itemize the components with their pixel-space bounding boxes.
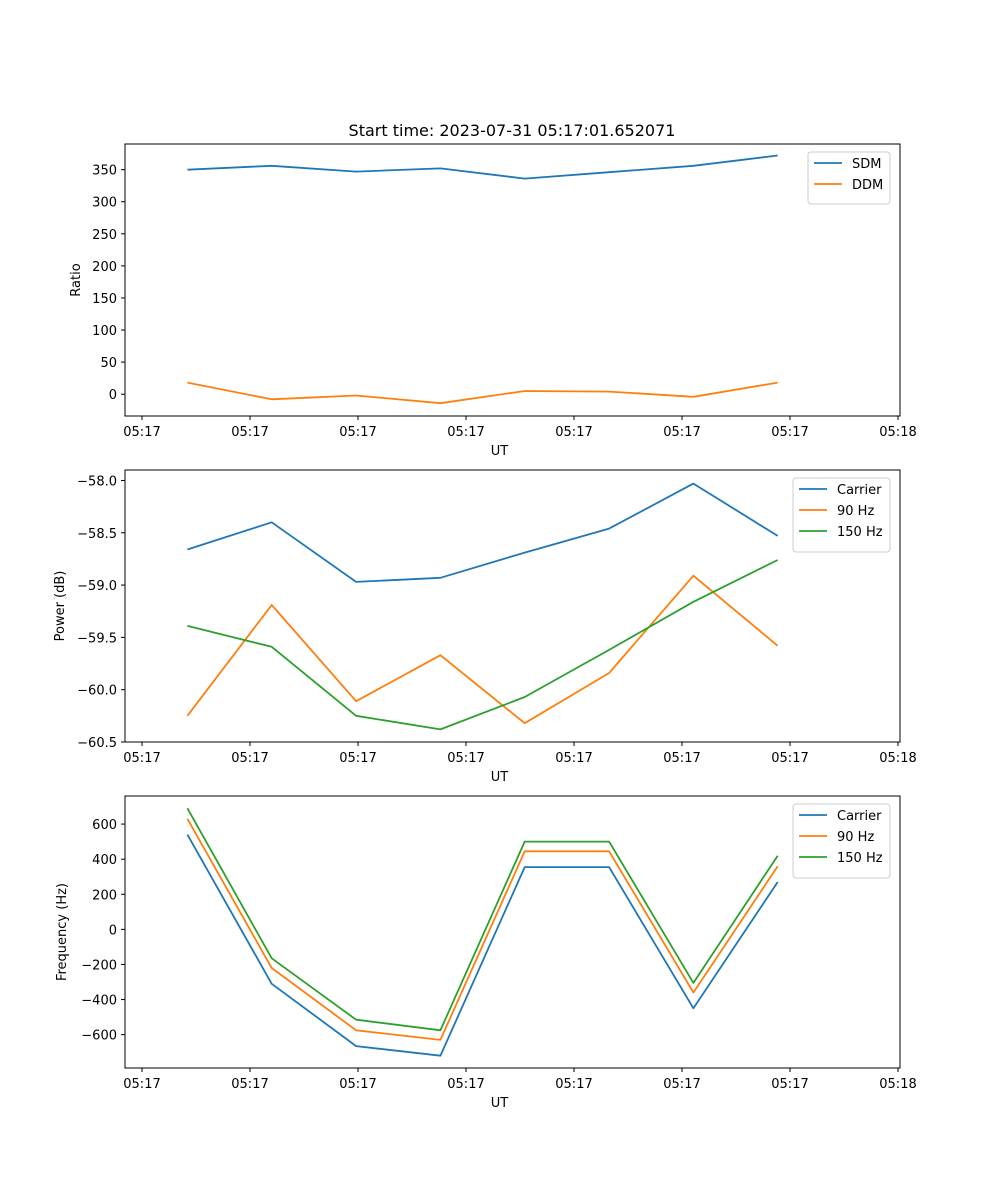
y-axis-label: Power (dB): [53, 571, 68, 642]
x-tick-label: 05:17: [447, 425, 484, 440]
plot-frame: [124, 143, 901, 417]
x-tick-label: 05:17: [771, 425, 808, 440]
x-tick-label: 05:17: [663, 1077, 700, 1092]
legend-entry: 150 Hz: [837, 525, 883, 540]
y-axis-label: Frequency (Hz): [55, 883, 70, 981]
legend-entry: DDM: [852, 178, 883, 193]
x-tick-label: 05:18: [879, 751, 916, 766]
y-tick-label: −59.0: [77, 579, 117, 594]
x-tick-label: 05:17: [123, 751, 160, 766]
legend: Carrier 90 Hz 150 Hz: [792, 803, 891, 879]
legend: Carrier 90 Hz 150 Hz: [792, 477, 891, 553]
x-tick-label: 05:17: [447, 751, 484, 766]
x-tick-label: 05:17: [339, 1077, 376, 1092]
x-tick-label: 05:18: [879, 425, 916, 440]
y-tick-label: 350: [92, 164, 117, 179]
x-tick-label: 05:17: [663, 751, 700, 766]
y-axis-label: Ratio: [69, 263, 84, 296]
y-tick-label: 0: [109, 388, 117, 403]
y-tick-label: 400: [92, 853, 117, 868]
plot-frame: [124, 469, 901, 743]
y-tick-label: −60.0: [77, 684, 117, 699]
x-tick-label: 05:17: [771, 1077, 808, 1092]
x-tick-label: 05:17: [123, 425, 160, 440]
y-tick-label: −58.5: [77, 527, 117, 542]
x-tick-label: 05:17: [339, 425, 376, 440]
y-tick-label: −59.5: [77, 631, 117, 646]
x-tick-label: 05:17: [555, 425, 592, 440]
series-line-90-hz: [186, 574, 779, 725]
legend-entry: Carrier: [837, 809, 882, 824]
series-line-carrier: [187, 482, 779, 583]
x-axis-label: UT: [491, 770, 509, 785]
y-tick-label: −400: [81, 994, 117, 1009]
legend-entry: 150 Hz: [837, 851, 883, 866]
series-line-sdm: [187, 154, 778, 180]
chart-panel-2: 05:17 05:17 05:17 05:17 05:17 05:17 05:17 05:18…: [53, 469, 917, 785]
x-tick-label: 05:17: [555, 1077, 592, 1092]
legend-entry: Carrier: [837, 483, 882, 498]
legend-box: [792, 803, 891, 879]
chart-panel-3: 05:17 05:17 05:17 05:17 05:17 05:17 05:17 05:18…: [55, 795, 917, 1111]
y-tick-label: −200: [81, 958, 117, 973]
x-axis-label: UT: [491, 444, 509, 459]
x-tick-label: 05:17: [231, 1077, 268, 1092]
legend-entry: 90 Hz: [837, 830, 874, 845]
figure-title: Start time: 2023-07-31 05:17:01.652071: [349, 121, 676, 140]
y-tick-label: 250: [92, 228, 117, 243]
x-tick-label: 05:17: [339, 751, 376, 766]
x-tick-label: 05:17: [231, 751, 268, 766]
x-axis-label: UT: [491, 1096, 509, 1111]
y-tick-label: 300: [92, 196, 117, 211]
series-line-90-hz: [186, 818, 779, 1041]
x-tick-label: 05:18: [879, 1077, 916, 1092]
x-tick-label: 05:17: [555, 751, 592, 766]
y-tick-label: 600: [92, 818, 117, 833]
series-line-150-hz: [186, 807, 779, 1032]
plot-frame: [124, 795, 901, 1069]
legend-entry: 90 Hz: [837, 504, 874, 519]
series-line-ddm: [187, 381, 778, 405]
y-tick-label: 0: [109, 923, 117, 938]
y-tick-label: −58.0: [77, 474, 117, 489]
x-tick-label: 05:17: [231, 425, 268, 440]
series-line-carrier: [186, 834, 779, 1057]
y-tick-label: −600: [81, 1029, 117, 1044]
y-tick-label: 200: [92, 260, 117, 275]
y-tick-label: 100: [92, 324, 117, 339]
legend-entry: SDM: [852, 157, 881, 172]
legend: SDM DDM: [807, 151, 891, 205]
y-tick-label: 150: [92, 292, 117, 307]
y-tick-label: −60.5: [77, 736, 117, 751]
chart-panel-1: 05:17 05:17 05:17 05:17 05:17 05:17 05:17 05:18…: [69, 143, 917, 459]
legend-box: [807, 151, 891, 205]
x-tick-label: 05:17: [123, 1077, 160, 1092]
x-tick-label: 05:17: [663, 425, 700, 440]
legend-box: [792, 477, 891, 553]
y-tick-label: 200: [92, 888, 117, 903]
series-line-150-hz: [187, 559, 779, 731]
x-tick-label: 05:17: [447, 1077, 484, 1092]
y-tick-label: 50: [100, 356, 117, 371]
x-tick-label: 05:17: [771, 751, 808, 766]
